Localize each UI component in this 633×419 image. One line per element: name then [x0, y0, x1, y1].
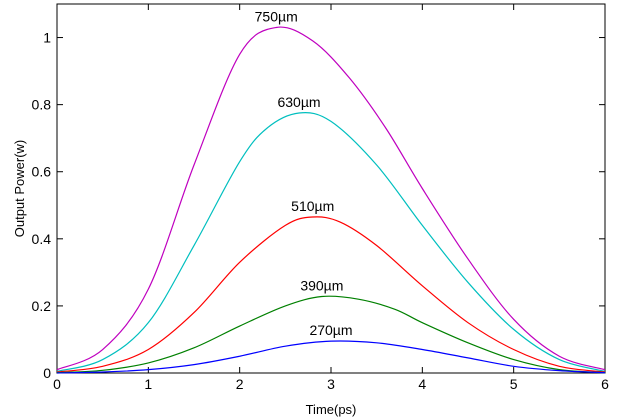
- y-axis-ticks: 0 0.2 0.4 0.6 0.8 1: [32, 30, 605, 381]
- x-tick-label: 5: [510, 376, 518, 392]
- series-line: [56, 112, 606, 372]
- x-tick-label: 2: [236, 376, 244, 392]
- series-line: [56, 340, 606, 374]
- x-axis-label: Time(ps): [306, 402, 357, 417]
- y-tick-label: 0.4: [32, 231, 52, 247]
- y-tick-label: 0.6: [32, 164, 52, 180]
- series-label: 510µm: [291, 198, 334, 214]
- x-tick-label: 4: [418, 376, 426, 392]
- series-label: 750µm: [255, 8, 298, 24]
- series-label: 270µm: [309, 322, 352, 338]
- y-tick-label: 1: [43, 30, 51, 46]
- series-line: [56, 216, 606, 373]
- plot-area-border: [56, 3, 606, 374]
- x-tick-label: 6: [601, 376, 609, 392]
- x-tick-label: 3: [327, 376, 335, 392]
- series-labels: 750µm 630µm 510µm 390µm 270µm: [255, 8, 353, 338]
- x-tick-label: 0: [53, 376, 61, 392]
- series-label: 390µm: [300, 278, 343, 294]
- series-line: [56, 26, 606, 371]
- x-tick-label: 1: [144, 376, 152, 392]
- y-tick-label: 0: [43, 365, 51, 381]
- x-axis-ticks: 0 1 2 3 4 5 6: [53, 4, 609, 392]
- series-line: [56, 295, 606, 374]
- series-label: 630µm: [277, 94, 320, 110]
- y-tick-label: 0.2: [32, 298, 52, 314]
- y-tick-label: 0.8: [32, 97, 52, 113]
- y-axis-label: Output Power(w): [12, 140, 27, 238]
- plot-frame: [56, 3, 606, 374]
- series-lines: [56, 26, 606, 374]
